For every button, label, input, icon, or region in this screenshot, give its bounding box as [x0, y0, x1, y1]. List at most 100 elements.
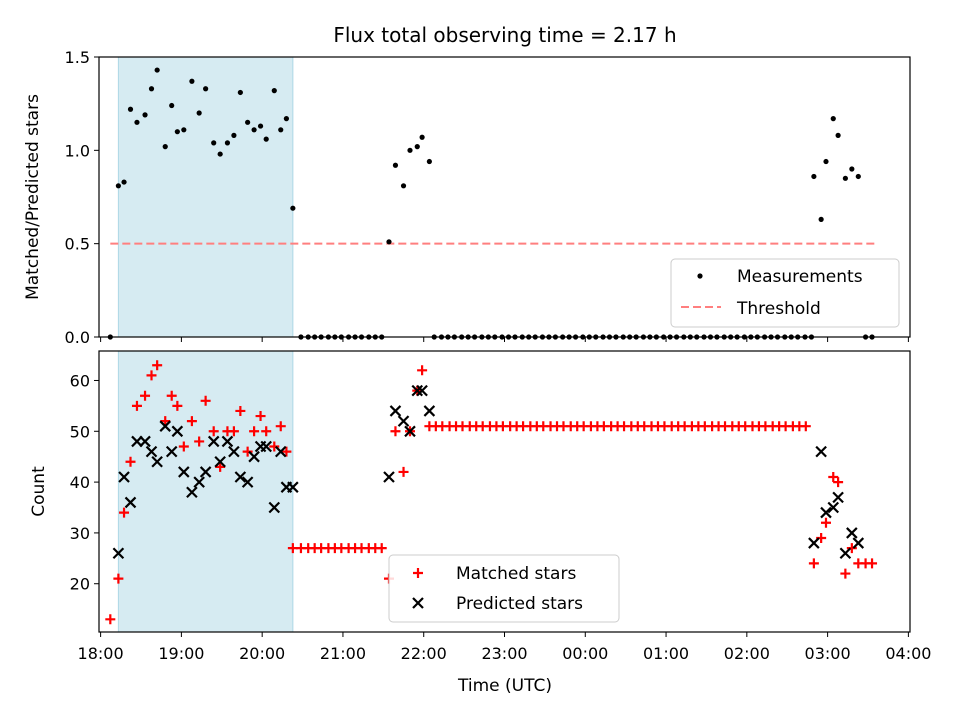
predicted-star-point: [248, 450, 260, 463]
matched-star-point: [417, 365, 428, 376]
matched-star-point: [376, 543, 387, 554]
predicted-star-point: [234, 471, 247, 483]
legend-label: Predicted stars: [456, 594, 583, 614]
y-tick-label: 30: [70, 524, 90, 543]
y-tick-label: 20: [70, 575, 90, 594]
x-tick-label: 02:00: [724, 644, 770, 663]
predicted-star-point: [383, 471, 395, 483]
predicted-star-point: [827, 501, 840, 514]
x-tick-label: 04:00: [885, 644, 931, 663]
predicted-star-point: [416, 384, 428, 397]
matched-star-point: [828, 472, 839, 483]
predicted-star-point: [404, 425, 416, 438]
matched-star-point: [200, 395, 211, 406]
matched-star-point: [160, 416, 171, 427]
matched-star-point: [398, 466, 409, 477]
legend-box: [670, 258, 900, 328]
predicted-star-point: [159, 420, 172, 432]
x-tick-label: 22:00: [401, 644, 447, 663]
matched-star-point: [146, 370, 157, 381]
measurement-point: [426, 158, 432, 165]
measurement-point: [154, 67, 160, 73]
predicted-star-point: [832, 491, 844, 504]
measurement-point: [224, 140, 231, 146]
measurement-point: [162, 144, 168, 150]
ratio-panel: 0.0 0.5 1.0 1.5 Matched/Predicted stars Measu…: [23, 48, 911, 347]
measurement-point: [217, 151, 223, 157]
measurement-point: [148, 86, 155, 92]
predicted-star-point: [124, 496, 137, 509]
measurement-point: [855, 173, 861, 180]
shaded-interval: [117, 56, 294, 338]
matched-star-point: [255, 411, 266, 422]
predicted-star-point: [178, 466, 190, 478]
predicted-star-point: [839, 547, 852, 560]
chart-title: Flux total observing time = 2.17 h: [333, 23, 676, 47]
y-axis-label: Count: [29, 466, 49, 517]
matched-star-point: [281, 446, 292, 457]
matched-star-point: [178, 441, 189, 452]
measurement-point: [414, 144, 420, 150]
measurement-point: [127, 106, 134, 112]
measurement-point: [263, 136, 269, 142]
y-tick-label: 50: [70, 422, 90, 441]
y-tick-label: 0.5: [65, 235, 90, 254]
predicted-star-point: [151, 455, 163, 468]
measurement-point: [823, 158, 829, 165]
measurement-point: [400, 183, 407, 189]
legend-marker-measurements: [697, 273, 703, 279]
matched-star-point: [390, 426, 401, 437]
predicted-star-point: [852, 537, 865, 549]
matched-star-point: [172, 400, 183, 411]
x-tick-label: 00:00: [562, 644, 608, 663]
measurement-point: [196, 110, 202, 116]
measurement-point: [407, 147, 413, 153]
measurement-point: [257, 123, 264, 129]
predicted-star-point: [397, 415, 410, 427]
measurement-point: [237, 89, 243, 96]
matched-star-point: [800, 421, 811, 432]
predicted-star-point: [808, 537, 820, 549]
x-tick-label: 19:00: [158, 644, 204, 663]
measurement-point: [121, 179, 127, 185]
matched-star-point: [119, 507, 130, 518]
legend: Measurements Threshold: [670, 258, 900, 328]
predicted-star-point: [139, 435, 151, 448]
axes-frame: [98, 56, 911, 338]
matched-star-point: [208, 426, 219, 437]
matched-star-point: [846, 543, 857, 554]
measurement-point: [134, 119, 140, 125]
matched-star-point: [269, 441, 280, 452]
predicted-star-point: [214, 455, 226, 468]
measurement-point: [211, 140, 217, 146]
x-tick-label: 23:00: [481, 644, 527, 663]
legend-label: Threshold: [736, 299, 821, 319]
matched-star-point: [140, 390, 151, 401]
matched-star-point: [867, 558, 878, 569]
y-tick-label: 60: [70, 371, 90, 390]
x-tick-label: 18:00: [78, 644, 124, 663]
measurement-point: [283, 116, 290, 122]
x-tick-label: 03:00: [805, 644, 851, 663]
measurement-point: [231, 132, 237, 138]
predicted-star-point: [165, 445, 178, 458]
measurement-point: [392, 162, 399, 168]
predicted-star-point: [112, 547, 125, 560]
measurement-point: [419, 134, 425, 140]
measurement-point: [386, 239, 392, 245]
predicted-star-point: [171, 425, 184, 438]
measurement-point: [811, 173, 817, 180]
matched-star-point: [131, 400, 142, 411]
matched-star-point: [833, 477, 844, 488]
measurement-point: [174, 129, 180, 135]
predicted-star-point: [820, 506, 832, 519]
measurement-point: [245, 119, 251, 125]
predicted-star-point: [260, 440, 272, 453]
predicted-star-point: [423, 405, 436, 417]
matched-star-point: [113, 573, 124, 584]
measurement-point: [835, 132, 841, 138]
matched-star-point: [166, 390, 177, 401]
measurement-point: [271, 88, 277, 94]
matched-star-point: [194, 436, 205, 447]
